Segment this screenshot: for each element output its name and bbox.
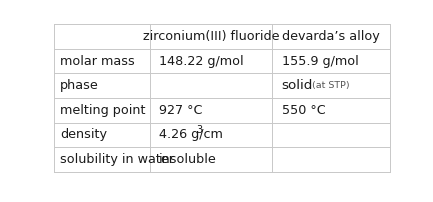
- Text: melting point: melting point: [60, 104, 145, 117]
- Text: 148.22 g/mol: 148.22 g/mol: [159, 55, 244, 68]
- Text: solubility in water: solubility in water: [60, 153, 174, 166]
- Text: density: density: [60, 128, 107, 141]
- Text: devarda’s alloy: devarda’s alloy: [282, 30, 380, 43]
- Text: (at STP): (at STP): [306, 81, 349, 90]
- Text: 4.26 g/cm: 4.26 g/cm: [159, 128, 223, 141]
- Text: 155.9 g/mol: 155.9 g/mol: [281, 55, 359, 68]
- Text: insoluble: insoluble: [159, 153, 217, 166]
- Text: 3: 3: [197, 125, 203, 136]
- Text: solid: solid: [281, 79, 313, 92]
- Text: molar mass: molar mass: [60, 55, 135, 68]
- Text: 927 °C: 927 °C: [159, 104, 203, 117]
- Text: zirconium(III) fluoride: zirconium(III) fluoride: [143, 30, 279, 43]
- Text: phase: phase: [60, 79, 99, 92]
- Text: 550 °C: 550 °C: [281, 104, 325, 117]
